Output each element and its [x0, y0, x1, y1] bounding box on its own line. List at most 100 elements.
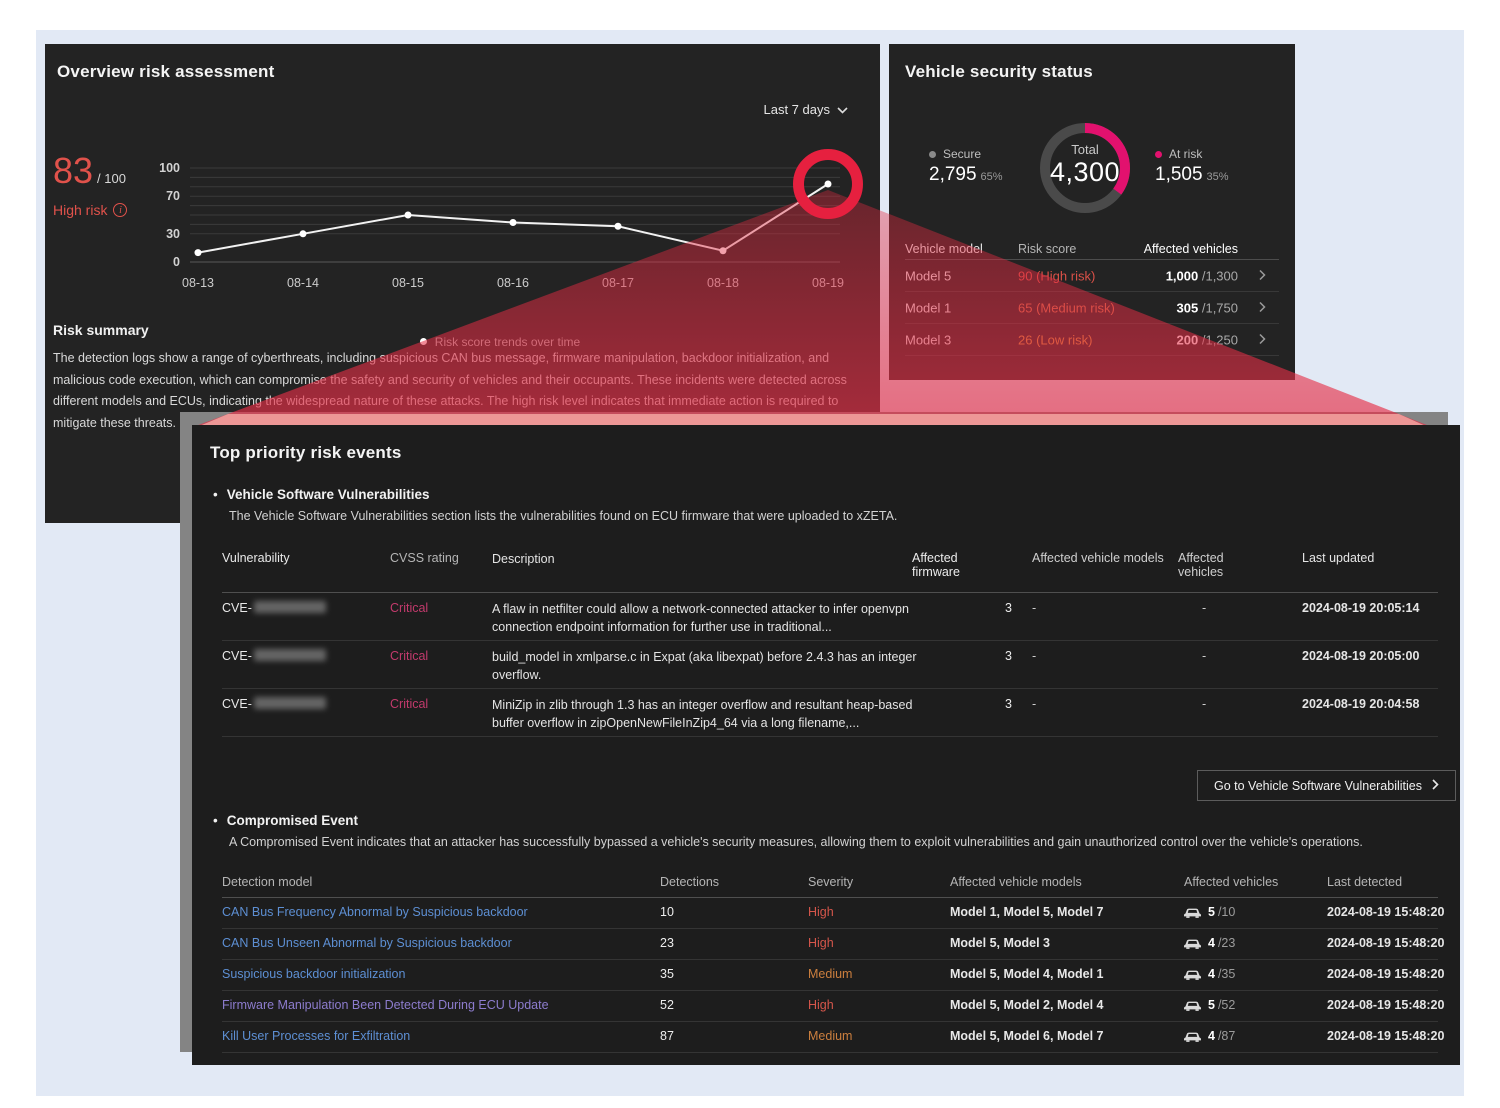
vulnerabilities-table-header: Vulnerability CVSS rating Description Af… — [222, 543, 1438, 593]
risk-level-label: High risk — [53, 202, 108, 218]
detection-model-link[interactable]: Suspicious backdoor initialization — [222, 967, 406, 981]
affected-count: 1,000 — [1165, 268, 1199, 283]
header-cvss-rating: CVSS rating — [390, 551, 459, 565]
vulnerability-row[interactable]: CVE- Critical MiniZip in zlib through 1.… — [222, 689, 1438, 737]
svg-text:08-19: 08-19 — [812, 276, 844, 290]
severity-label: High — [808, 936, 834, 950]
vehicle-security-status-panel: Vehicle security status Total 4,300 Secu… — [889, 44, 1295, 380]
cve-prefix: CVE- — [222, 697, 252, 711]
risk-score: 65 (Medium risk) — [1018, 300, 1115, 315]
header-last-updated: Last updated — [1302, 551, 1375, 565]
detection-row: CAN Bus Unseen Abnormal by Suspicious ba… — [222, 929, 1444, 960]
go-to-vulnerabilities-label: Go to Vehicle Software Vulnerabilities — [1214, 778, 1422, 793]
chevron-right-icon[interactable] — [1259, 332, 1266, 347]
car-icon — [1184, 905, 1201, 919]
header-affected-vehicles: Affected vehicles — [1143, 242, 1238, 256]
at-risk-value: 1,505 — [1155, 164, 1203, 185]
affected-firmware-count: 3 — [1005, 697, 1012, 711]
cve-prefix: CVE- — [222, 601, 252, 615]
chevron-right-icon[interactable] — [1259, 300, 1266, 315]
affected-vehicle-models: - — [1032, 697, 1037, 711]
header-affected-vehicle-models: Affected vehicle models — [1032, 551, 1164, 565]
affected-count: 305 — [1176, 300, 1199, 315]
chevron-down-icon — [837, 102, 848, 117]
vulnerability-row[interactable]: CVE- Critical build_model in xmlparse.c … — [222, 641, 1438, 689]
header-affected-vehicles: Affected vehicles — [1178, 551, 1224, 579]
legend-dot-icon — [419, 338, 427, 345]
risk-trend-chart: 100 70 30 008-13 08-14 08-15 08-16 08-17 08-18 08… — [159, 161, 844, 290]
affected-vehicle-models: Model 5, Model 6, Model 7 — [950, 1029, 1104, 1043]
secure-stat: Secure 2,795 65% — [929, 147, 1069, 186]
affected-total: /1,250 — [1198, 332, 1238, 347]
detections-count: 10 — [660, 905, 674, 919]
affected-vehicle-models: Model 5, Model 3 — [950, 936, 1051, 950]
period-selector[interactable]: Last 7 days — [764, 102, 849, 117]
cvss-rating: Critical — [390, 601, 429, 615]
table-row-model-5[interactable]: Model 5 90 (High risk) 1,000 /1,300 — [905, 260, 1279, 292]
go-to-vulnerabilities-button[interactable]: Go to Vehicle Software Vulnerabilities — [1197, 770, 1456, 801]
vulnerabilities-table: Vulnerability CVSS rating Description Af… — [222, 543, 1438, 737]
cvss-rating: Critical — [390, 649, 429, 663]
detections-count: 23 — [660, 936, 674, 950]
header-risk-score: Risk score — [1018, 242, 1077, 256]
chevron-right-icon — [1432, 778, 1439, 793]
vulnerability-description: build_model in xmlparse.c in Expat (aka … — [492, 650, 917, 682]
affected-vehicles-count: 5 — [1208, 998, 1215, 1012]
severity-label: Medium — [808, 1029, 853, 1043]
affected-vehicles-count: 4 — [1208, 1029, 1215, 1043]
detection-row: Firmware Manipulation Been Detected Duri… — [222, 991, 1444, 1022]
table-row-model-3[interactable]: Model 3 26 (Low risk) 200 /1,250 — [905, 324, 1279, 356]
risk-summary-title: Risk summary — [53, 322, 149, 338]
header-severity: Severity — [808, 875, 854, 889]
risk-score-block: 83/ 100 High risk — [53, 150, 183, 218]
vulnerabilities-section-heading: Vehicle Software Vulnerabilities — [213, 487, 430, 502]
detection-model-link[interactable]: CAN Bus Frequency Abnormal by Suspicious… — [222, 905, 528, 919]
svg-text:08-18: 08-18 — [707, 276, 739, 290]
compromised-events-table: Detection model Detections Severity Affe… — [222, 866, 1444, 1053]
cve-id-redacted — [253, 697, 326, 709]
affected-vehicles-total: /87 — [1217, 1029, 1236, 1043]
car-icon — [1184, 998, 1201, 1012]
vulnerability-description: A flaw in netfilter could allow a networ… — [492, 602, 909, 634]
car-icon — [1184, 967, 1201, 981]
header-affected-vehicles: Affected vehicles — [1184, 875, 1279, 889]
svg-text:08-13: 08-13 — [182, 276, 214, 290]
affected-vehicle-models: Model 5, Model 2, Model 4 — [950, 998, 1104, 1012]
legend-label: Risk score trends over time — [434, 335, 581, 349]
at-risk-label: At risk — [1169, 147, 1203, 161]
vulnerabilities-section-description: The Vehicle Software Vulnerabilities sec… — [229, 509, 898, 523]
detections-count: 87 — [660, 1029, 674, 1043]
last-detected: 2024-08-19 15:48:20 — [1327, 967, 1445, 981]
last-detected: 2024-08-19 15:48:20 — [1327, 1029, 1445, 1043]
detection-model-link[interactable]: Kill User Processes for Exfiltration — [222, 1029, 411, 1043]
vehicle-model: Model 1 — [905, 300, 952, 315]
vehicle-model-table: Vehicle model Risk score Affected vehicl… — [905, 240, 1279, 356]
header-detections: Detections — [660, 875, 720, 889]
severity-label: Medium — [808, 967, 853, 981]
compromised-section-description: A Compromised Event indicates that an at… — [229, 835, 1363, 849]
svg-text:100: 100 — [159, 161, 180, 175]
svg-text:30: 30 — [166, 227, 180, 241]
table-row-model-1[interactable]: Model 1 65 (Medium risk) 305 /1,750 — [905, 292, 1279, 324]
secure-percent: 65% — [980, 171, 1003, 183]
detection-model-link[interactable]: Firmware Manipulation Been Detected Duri… — [222, 998, 549, 1012]
detection-model-link[interactable]: CAN Bus Unseen Abnormal by Suspicious ba… — [222, 936, 512, 950]
affected-vehicles-count: 4 — [1208, 967, 1215, 981]
car-icon — [1184, 936, 1201, 950]
secure-label: Secure — [943, 147, 982, 161]
affected-vehicle-models: Model 1, Model 5, Model 7 — [950, 905, 1104, 919]
risk-score: 26 (Low risk) — [1018, 332, 1093, 347]
affected-vehicle-models: - — [1032, 649, 1037, 663]
affected-vehicles-total: /52 — [1217, 998, 1236, 1012]
chevron-right-icon[interactable] — [1259, 268, 1266, 283]
info-icon[interactable] — [113, 203, 128, 217]
risk-score-max: / 100 — [97, 171, 126, 186]
vulnerability-row[interactable]: CVE- Critical A flaw in netfilter could … — [222, 593, 1438, 641]
affected-vehicles-total: /23 — [1217, 936, 1236, 950]
header-vulnerability: Vulnerability — [222, 551, 290, 565]
detection-row: Suspicious backdoor initialization 35 Me… — [222, 960, 1444, 991]
affected-count: 200 — [1176, 332, 1199, 347]
svg-text:08-16: 08-16 — [497, 276, 529, 290]
affected-vehicles-count: 4 — [1208, 936, 1215, 950]
detection-row: CAN Bus Frequency Abnormal by Suspicious… — [222, 898, 1444, 929]
